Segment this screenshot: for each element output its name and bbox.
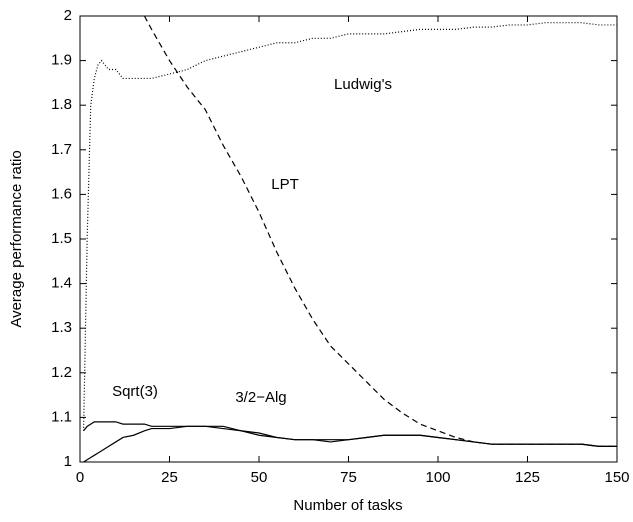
y-tick-label: 1.4 [51, 275, 72, 292]
y-tick-label: 1.1 [51, 408, 72, 425]
y-tick-label: 1.8 [51, 96, 72, 113]
y-tick-label: 1.9 [51, 52, 72, 69]
y-tick-label: 1.6 [51, 185, 72, 202]
series-label: Sqrt(3) [112, 383, 158, 400]
x-tick-label: 150 [604, 469, 629, 486]
series-line [82, 22, 617, 431]
series-label: 3/2−Alg [235, 389, 286, 406]
series-label: Ludwig's [334, 76, 392, 93]
series-line [143, 15, 617, 447]
x-tick-label: 75 [340, 469, 357, 486]
x-tick-label: 125 [515, 469, 540, 486]
x-tick-label: 0 [76, 469, 84, 486]
x-tick-label: 50 [251, 469, 268, 486]
y-tick-label: 1.2 [51, 364, 72, 381]
y-tick-label: 1 [64, 453, 72, 470]
series-line [83, 421, 617, 447]
y-tick-label: 1.7 [51, 141, 72, 158]
series-line [83, 425, 617, 463]
y-tick-label: 1.5 [51, 230, 72, 247]
y-tick-label: 1.3 [51, 319, 72, 336]
y-tick-label: 2 [64, 7, 72, 24]
series-label: LPT [271, 176, 299, 193]
x-tick-label: 100 [425, 469, 450, 486]
x-axis-label: Number of tasks [293, 497, 402, 514]
x-tick-label: 25 [161, 469, 178, 486]
y-axis-label: Average performance ratio [8, 150, 25, 327]
